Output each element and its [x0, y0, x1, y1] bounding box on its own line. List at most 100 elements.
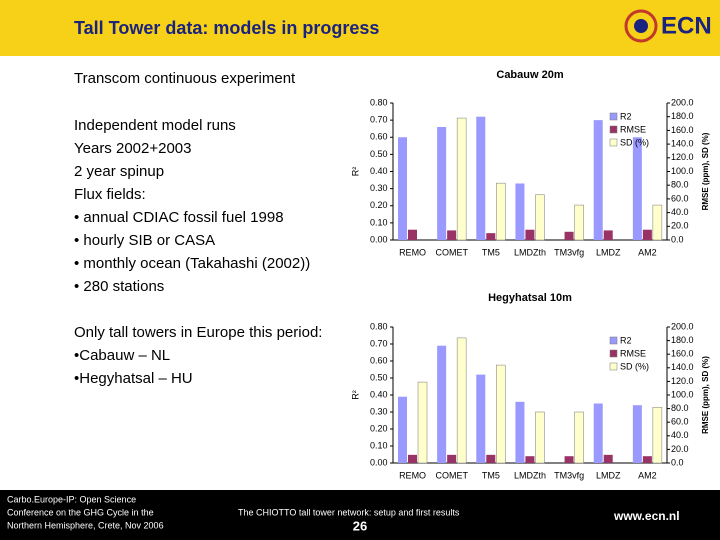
header-bar — [0, 0, 720, 56]
conference-line: Northern Hemisphere, Crete, Nov 2006 — [7, 520, 164, 530]
x-tick-label: COMET — [435, 470, 468, 480]
y-tick-label: 0.80 — [370, 97, 388, 107]
y-tick-label: 0.10 — [370, 440, 388, 450]
legend-swatch — [609, 336, 618, 345]
chart-title: Cabauw 20m — [496, 69, 563, 81]
legend-label: R2 — [620, 111, 632, 121]
y2-tick-label: 120.0 — [671, 152, 694, 162]
bar — [632, 137, 642, 240]
text-line: Independent model runs — [74, 117, 236, 134]
bar — [476, 116, 486, 240]
x-tick-label: TM3vfg — [554, 247, 584, 257]
y2-tick-label: 200.0 — [671, 321, 694, 331]
bar — [593, 403, 603, 463]
x-tick-label: LMDZ — [596, 470, 621, 480]
bar — [535, 194, 545, 241]
text-line: 2 year spinup — [74, 163, 164, 180]
logo: ECN — [661, 12, 712, 39]
legend-label: R2 — [620, 335, 632, 345]
legend-swatch — [609, 125, 618, 134]
y2-tick-label: 160.0 — [671, 349, 694, 359]
bar — [456, 337, 467, 464]
heading: Transcom continuous experiment — [74, 70, 296, 87]
legend-label: RMSE — [620, 348, 646, 358]
x-tick-label: REMO — [399, 470, 426, 480]
url: www.ecn.nl — [613, 509, 680, 523]
bar — [603, 230, 613, 240]
y2-tick-label: 180.0 — [671, 335, 694, 345]
bar — [456, 117, 467, 241]
bar — [642, 229, 652, 240]
y-tick-label: 0.10 — [370, 217, 388, 227]
y2-tick-label: 20.0 — [671, 221, 689, 231]
bar — [525, 456, 535, 463]
y-tick-label: 0.20 — [370, 423, 388, 433]
bar — [642, 456, 652, 463]
legend-swatch — [609, 138, 618, 147]
y2-tick-label: 80.0 — [671, 180, 689, 190]
y-tick-label: 0.50 — [370, 372, 388, 382]
y2-tick-label: 140.0 — [671, 138, 694, 148]
bar — [437, 126, 447, 240]
y-tick-label: 0.40 — [370, 166, 388, 176]
x-tick-label: AM2 — [638, 470, 657, 480]
x-tick-label: COMET — [435, 247, 468, 257]
conference-line: Conference on the GHG Cycle in the — [7, 507, 154, 517]
y2-axis-label: RMSE (ppm), SD (%) — [701, 356, 710, 434]
y2-tick-label: 120.0 — [671, 376, 694, 386]
bar — [632, 405, 642, 463]
text-line: Years 2002+2003 — [74, 140, 191, 157]
talk-title: The CHIOTTO tall tower network: setup an… — [238, 507, 460, 517]
bar — [593, 120, 603, 240]
x-tick-label: TM5 — [482, 247, 500, 257]
legend-label: SD (%) — [620, 137, 649, 147]
y-tick-label: 0.70 — [370, 338, 388, 348]
bar — [574, 411, 584, 464]
x-tick-label: AM2 — [638, 247, 657, 257]
bar — [408, 229, 417, 240]
bar — [652, 406, 663, 464]
logo-icon — [634, 19, 648, 33]
y2-tick-label: 40.0 — [671, 430, 689, 440]
y2-tick-label: 200.0 — [671, 97, 694, 107]
bar — [398, 396, 407, 463]
x-tick-label: TM3vfg — [554, 470, 584, 480]
y-tick-label: 0.20 — [370, 200, 388, 210]
text-line: • 280 stations — [74, 278, 164, 295]
bar — [417, 381, 428, 464]
text-line: • annual CDIAC fossil fuel 1998 — [74, 209, 284, 226]
y-tick-label: 0.40 — [370, 389, 388, 399]
y-tick-label: 0.00 — [370, 234, 388, 244]
y2-tick-label: 100.0 — [671, 389, 694, 399]
y-tick-label: 0.50 — [370, 149, 388, 159]
bar — [515, 183, 525, 240]
y-tick-label: 0.30 — [370, 183, 388, 193]
slide-title: Tall Tower data: models in progress — [74, 18, 379, 38]
text-line: • monthly ocean (Takahashi (2002)) — [74, 255, 310, 272]
bar — [437, 345, 447, 463]
y2-tick-label: 0.0 — [671, 457, 684, 467]
bar — [486, 233, 496, 240]
legend-swatch — [609, 362, 618, 371]
y2-axis-label: RMSE (ppm), SD (%) — [701, 132, 710, 210]
bar — [525, 229, 535, 240]
logo-icon — [624, 9, 658, 43]
bar — [496, 182, 506, 241]
y-tick-label: 0.00 — [370, 457, 388, 467]
y-tick-label: 0.70 — [370, 115, 388, 125]
bar — [564, 231, 574, 240]
text-line: •Cabauw – NL — [74, 347, 170, 364]
y2-tick-label: 100.0 — [671, 166, 694, 176]
x-tick-label: REMO — [399, 247, 426, 257]
y2-tick-label: 160.0 — [671, 125, 694, 135]
bar — [486, 454, 496, 463]
conference-line: Carbo.Europe-IP: Open Science — [7, 494, 136, 504]
x-tick-label: LMDZ — [596, 247, 621, 257]
bar — [574, 204, 584, 241]
legend-label: RMSE — [620, 124, 646, 134]
legend-swatch — [609, 112, 618, 121]
bar — [476, 374, 486, 463]
y2-tick-label: 180.0 — [671, 111, 694, 121]
x-tick-label: TM5 — [482, 470, 500, 480]
